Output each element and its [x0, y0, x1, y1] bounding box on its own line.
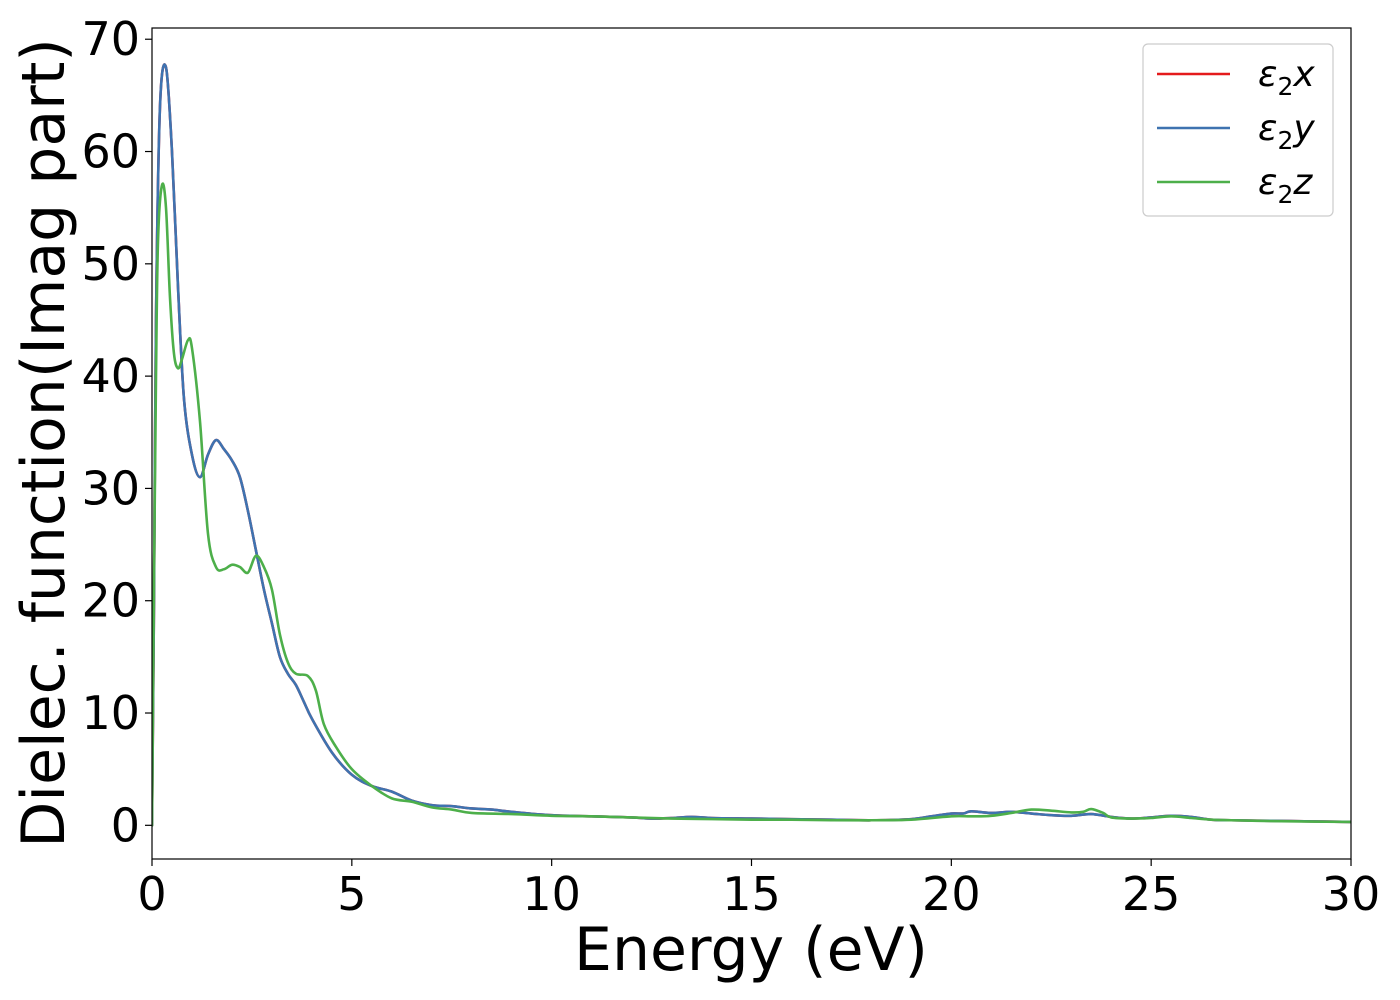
- x-axis-ticks: 0 5 10 15 20 25 30: [137, 859, 1380, 921]
- x-tick-label: 15: [722, 867, 781, 921]
- legend-box: [1142, 43, 1334, 217]
- y-tick-label: 70: [81, 12, 140, 66]
- legend-label-x: ε2x: [1258, 54, 1315, 101]
- y-tick-label: 30: [81, 461, 140, 515]
- x-axis-label: Energy (eV): [574, 915, 928, 985]
- legend-label-y: ε2y: [1258, 108, 1315, 155]
- y-tick-label: 50: [81, 237, 140, 291]
- y-tick-label: 0: [111, 798, 140, 852]
- x-tick-label: 5: [337, 867, 366, 921]
- y-tick-label: 10: [81, 686, 140, 740]
- y-tick-label: 20: [81, 574, 140, 628]
- x-tick-label: 30: [1322, 867, 1381, 921]
- y-tick-label: 60: [81, 125, 140, 179]
- series-line-z: [152, 182, 1351, 827]
- x-tick-label: 25: [1122, 867, 1181, 921]
- series-line-y: [152, 63, 1351, 827]
- y-tick-label: 40: [81, 349, 140, 403]
- x-tick-label: 20: [922, 867, 981, 921]
- y-axis-label: Dielec. function(Imag part): [9, 38, 79, 848]
- y-axis-ticks: 0 10 20 30 40 50 60 70: [81, 12, 152, 852]
- x-tick-label: 0: [137, 867, 166, 921]
- x-tick-label: 10: [522, 867, 581, 921]
- legend-label-z: ε2z: [1258, 162, 1313, 209]
- series-layer: [152, 63, 1351, 827]
- legend: ε2x ε2y ε2z: [1142, 43, 1334, 217]
